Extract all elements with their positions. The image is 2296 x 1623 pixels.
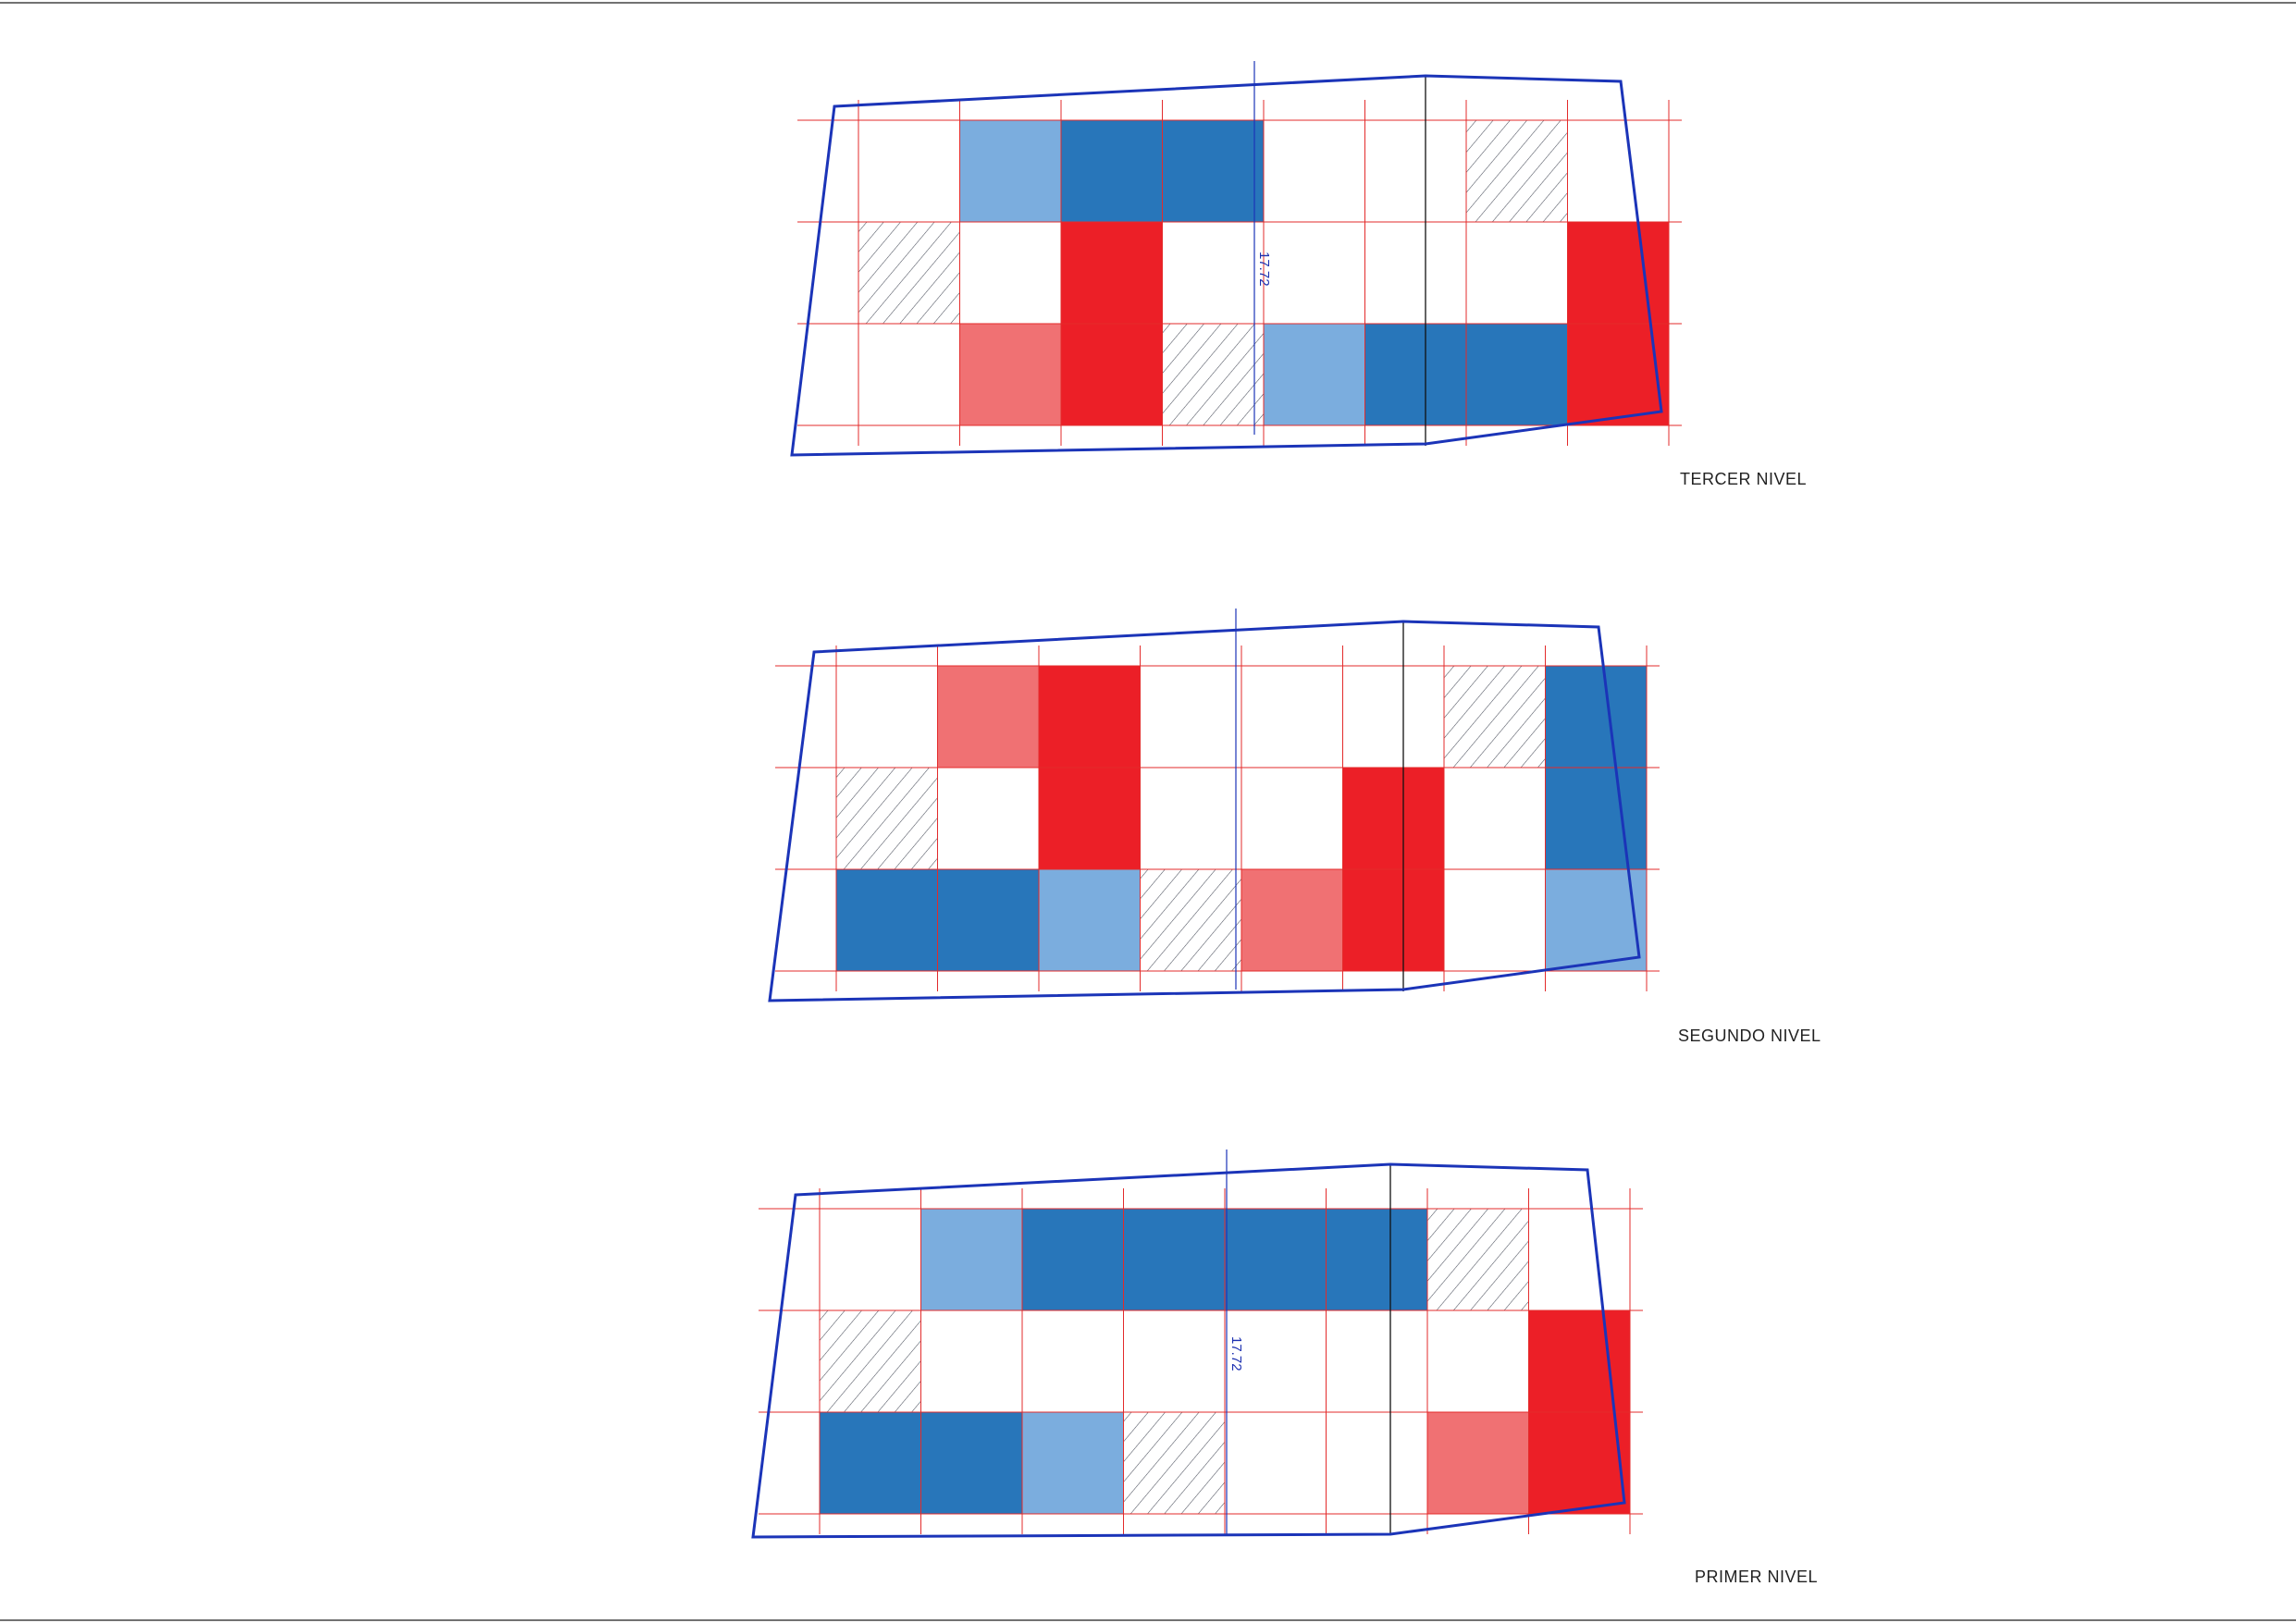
- module-cell-dark-blue: [1364, 323, 1467, 426]
- module-cell-red: [1342, 868, 1445, 972]
- module-cell-light-red: [959, 323, 1062, 426]
- module-cell-hatch: [1443, 665, 1546, 768]
- module-cell-red: [1528, 1411, 1631, 1515]
- module-cell-light-blue: [1021, 1411, 1124, 1515]
- module-cell-dark-blue: [1060, 119, 1163, 223]
- module-cell-red: [1528, 1309, 1631, 1413]
- module-cell-red: [1038, 665, 1141, 768]
- module-cell-light-blue: [920, 1208, 1023, 1311]
- module-cell-dark-blue: [819, 1411, 921, 1515]
- module-cell-dark-blue: [1545, 665, 1648, 768]
- cell-grid-segundo: [835, 665, 1648, 972]
- module-cell-hatch: [835, 767, 938, 870]
- module-cell-light-blue: [959, 119, 1062, 223]
- module-cell-dark-blue: [1326, 1208, 1428, 1311]
- level-label-primer: PRIMER NIVEL: [1695, 1568, 1818, 1586]
- site-outline-segundo: [768, 620, 1641, 1002]
- cell-grid-tercer: [858, 119, 1670, 426]
- level-plan-segundo: [768, 609, 1660, 1002]
- module-cell-hatch: [1426, 1208, 1529, 1311]
- module-cell-light-red: [1241, 868, 1343, 972]
- structural-grid-primer: [759, 1188, 1643, 1534]
- level-plan-tercer: 17.72: [790, 61, 1682, 457]
- module-cell-hatch: [858, 221, 960, 325]
- module-cell-dark-blue: [1162, 119, 1265, 223]
- module-cell-red: [1060, 323, 1163, 426]
- cell-grid-primer: [819, 1208, 1631, 1515]
- module-cell-hatch: [819, 1309, 921, 1413]
- structural-grid-segundo: [775, 646, 1660, 991]
- module-cell-dark-blue: [835, 868, 938, 972]
- module-cell-red: [1038, 767, 1141, 870]
- level-label-segundo: SEGUNDO NIVEL: [1678, 1027, 1821, 1045]
- module-cell-hatch: [1465, 119, 1568, 223]
- module-cell-hatch: [1123, 1411, 1226, 1515]
- module-cell-light-blue: [1038, 868, 1141, 972]
- site-outline-tercer: [790, 74, 1663, 457]
- module-cell-dark-blue: [1545, 767, 1648, 870]
- dimension-label-primer: 17.72: [1228, 1336, 1244, 1371]
- module-cell-dark-blue: [1465, 323, 1568, 426]
- module-cell-red: [1342, 767, 1445, 870]
- module-cell-red: [1060, 221, 1163, 325]
- module-cell-red: [1567, 221, 1670, 325]
- module-cell-light-red: [1426, 1411, 1529, 1515]
- dimension-label-tercer: 17.72: [1256, 252, 1272, 287]
- module-cell-hatch: [1162, 323, 1265, 426]
- module-cell-dark-blue: [1021, 1208, 1124, 1311]
- module-cell-dark-blue: [1224, 1208, 1327, 1311]
- module-cell-dark-blue: [1123, 1208, 1226, 1311]
- module-cell-dark-blue: [920, 1411, 1023, 1515]
- level-label-tercer: TERCER NIVEL: [1680, 470, 1807, 488]
- module-cell-dark-blue: [937, 868, 1040, 972]
- structural-grid-tercer: [797, 100, 1682, 446]
- site-outline-primer: [751, 1162, 1626, 1539]
- module-cell-light-red: [937, 665, 1040, 768]
- module-cell-light-blue: [1263, 323, 1365, 426]
- level-plan-primer: 17.72: [751, 1150, 1643, 1539]
- module-cell-hatch: [1140, 868, 1242, 972]
